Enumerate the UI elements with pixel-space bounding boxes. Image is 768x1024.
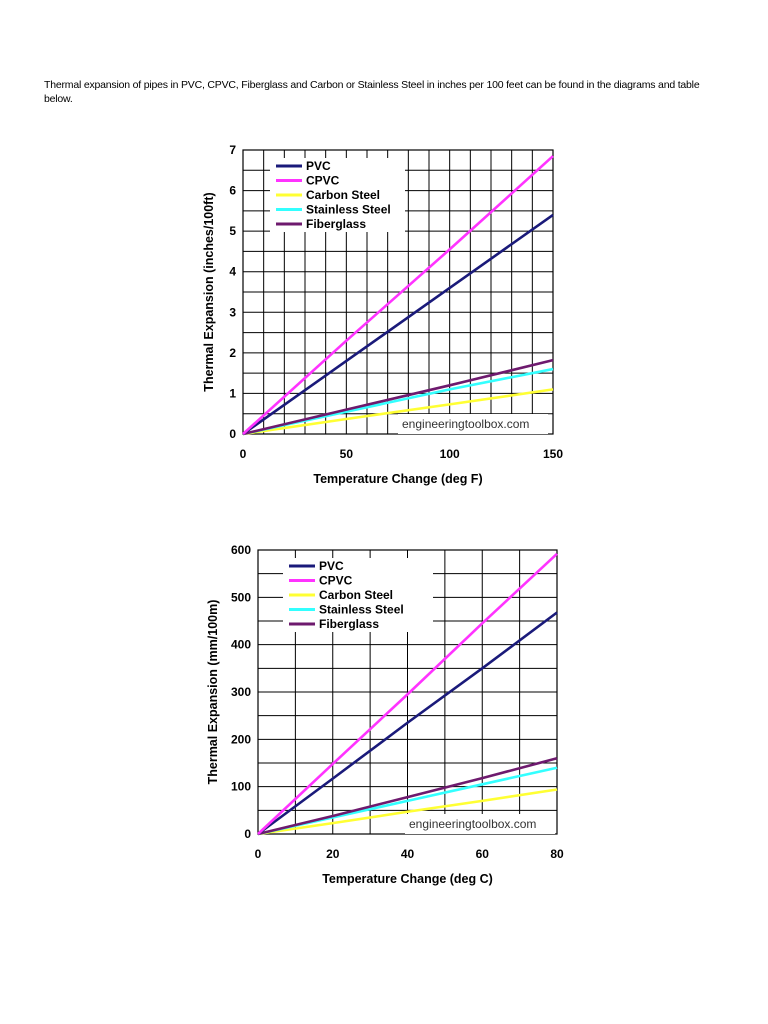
watermark: engineeringtoolbox.com	[409, 817, 536, 831]
y-tick-label: 0	[244, 827, 251, 841]
y-tick-label: 300	[231, 685, 251, 699]
y-tick-label: 1	[229, 386, 236, 400]
series-line-cpvc	[257, 552, 558, 835]
y-tick-label: 400	[231, 638, 251, 652]
y-tick-label: 0	[229, 427, 236, 441]
series-line-pvc	[242, 213, 554, 436]
x-tick-label: 80	[550, 847, 564, 861]
series-line-carbon-steel	[257, 788, 558, 836]
series-line-cpvc	[242, 155, 554, 435]
y-tick-label: 6	[229, 184, 236, 198]
x-tick-label: 100	[440, 447, 460, 461]
y-tick-label: 5	[229, 224, 236, 238]
legend-entry: Stainless Steel	[306, 203, 391, 217]
x-tick-label: 150	[543, 447, 563, 461]
y-tick-label: 200	[231, 732, 251, 746]
y-tick-label: 4	[229, 265, 236, 279]
legend-entry: Fiberglass	[306, 217, 366, 231]
legend-entry: PVC	[319, 559, 344, 573]
x-axis-label: Temperature Change (deg F)	[313, 472, 482, 486]
y-tick-label: 600	[231, 543, 251, 557]
chart-2: 0 20 40 60 80 0 100 200 300 400 500 600 Temperature …	[206, 543, 564, 886]
y-axis-label: Thermal Expansion (inches/100ft)	[202, 192, 216, 391]
y-tick-label: 7	[229, 143, 236, 157]
x-tick-label: 0	[240, 447, 247, 461]
x-tick-label: 20	[326, 847, 340, 861]
y-tick-label: 2	[229, 346, 236, 360]
watermark-box	[398, 414, 548, 434]
y-tick-label: 100	[231, 780, 251, 794]
x-tick-label: 60	[476, 847, 490, 861]
x-tick-label: 50	[340, 447, 354, 461]
legend-entry: Carbon Steel	[306, 188, 380, 202]
intro-text: Thermal expansion of pipes in PVC, CPVC,…	[44, 79, 700, 105]
chart-1: 0 50 100 150 0 1 2 3 4 5 6 7 Temperature Change (deg…	[202, 143, 563, 486]
y-axis-label: Thermal Expansion (mm/100m)	[206, 600, 220, 785]
legend-entry: CPVC	[319, 574, 353, 588]
x-axis-label: Temperature Change (deg C)	[322, 872, 493, 886]
watermark-box	[405, 814, 555, 834]
legend-entry: PVC	[306, 159, 331, 173]
series-line-fiberglass	[257, 757, 558, 836]
x-tick-label: 40	[401, 847, 415, 861]
y-tick-label: 3	[229, 305, 236, 319]
series-line-pvc	[257, 611, 558, 836]
series-line-fiberglass	[242, 358, 554, 436]
legend-entry: Fiberglass	[319, 617, 379, 631]
series-line-carbon-steel	[242, 388, 554, 436]
x-tick-label: 0	[255, 847, 262, 861]
legend-entry: Stainless Steel	[319, 603, 404, 617]
watermark: engineeringtoolbox.com	[402, 417, 529, 431]
y-tick-label: 500	[231, 590, 251, 604]
legend-entry: Carbon Steel	[319, 588, 393, 602]
legend-entry: CPVC	[306, 174, 340, 188]
